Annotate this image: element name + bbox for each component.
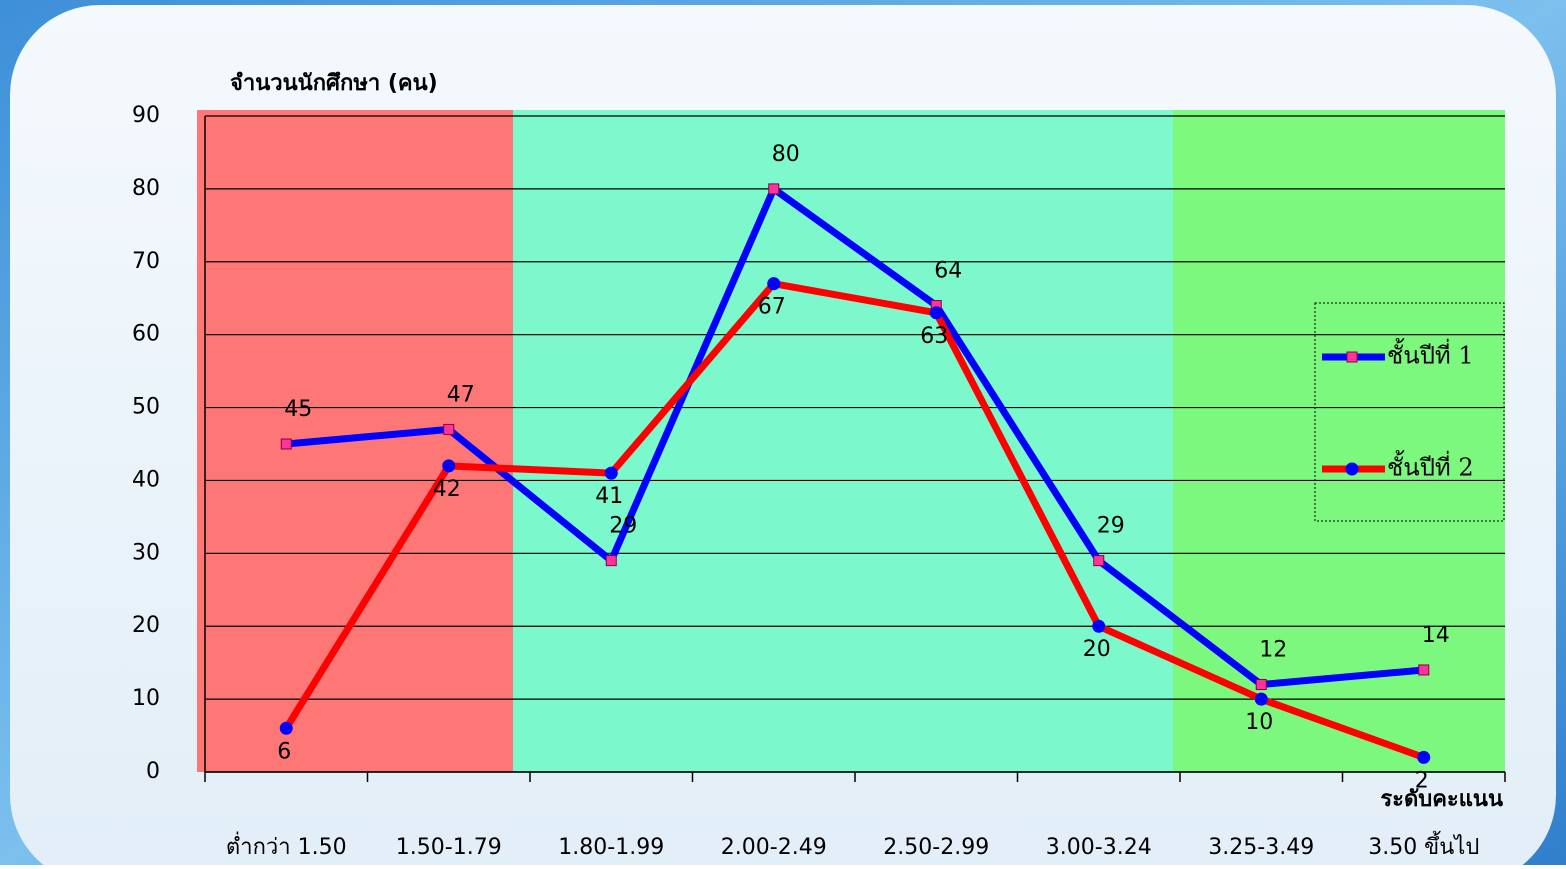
y-tick-label: 20 — [132, 613, 160, 638]
x-tick-label: 3.50 ขึ้นไป — [1368, 831, 1479, 860]
x-tick-label: 1.80-1.99 — [558, 835, 664, 860]
legend-marker — [1346, 351, 1358, 363]
x-tick-label: 1.50-1.79 — [396, 835, 502, 860]
data-label: 64 — [934, 259, 962, 284]
point — [1255, 679, 1267, 691]
data-label: 80 — [772, 142, 800, 167]
point — [929, 306, 943, 320]
series-line — [285, 185, 1425, 689]
x-axis-title: ระดับคะแนน — [1380, 787, 1503, 812]
data-label: 67 — [758, 295, 786, 320]
point — [1418, 664, 1430, 676]
x-tick-label: 2.00-2.49 — [721, 835, 827, 860]
x-tick-label: ต่ำกว่า 1.50 — [226, 831, 347, 860]
legend-label: ชั้นปีที่ 2 — [1387, 450, 1474, 482]
point — [1093, 555, 1105, 567]
point — [443, 423, 455, 435]
point — [768, 183, 780, 195]
point — [604, 466, 618, 480]
y-tick-label: 0 — [146, 759, 160, 784]
y-tick-label: 30 — [132, 540, 160, 565]
point — [1092, 619, 1106, 633]
y-tick-label: 70 — [132, 249, 160, 274]
data-label: 45 — [284, 397, 312, 422]
y-tick-label: 10 — [132, 686, 160, 711]
zone-mid — [513, 110, 1173, 772]
zone-high — [1173, 110, 1505, 772]
point — [1417, 750, 1431, 764]
legend-box — [1314, 302, 1505, 522]
legend-marker — [1345, 462, 1359, 476]
data-label: 42 — [433, 477, 461, 502]
data-label: 10 — [1245, 710, 1273, 735]
data-label: 6 — [277, 739, 291, 764]
point — [442, 459, 456, 473]
data-label: 2 — [1415, 768, 1429, 793]
y-tick-label: 40 — [132, 467, 160, 492]
data-label: 47 — [447, 382, 475, 407]
x-tick-label: 3.00-3.24 — [1046, 835, 1152, 860]
x-tick-label: 2.50-2.99 — [883, 835, 989, 860]
point — [605, 555, 617, 567]
y-tick-label: 50 — [132, 395, 160, 420]
data-label: 41 — [595, 484, 623, 509]
data-label: 29 — [1097, 514, 1125, 539]
legend-label: ชั้นปีที่ 1 — [1387, 338, 1474, 370]
point — [1254, 692, 1268, 706]
data-label: 20 — [1083, 637, 1111, 662]
y-axis-title: จำนวนนักศึกษา (คน) — [230, 71, 438, 96]
grid — [205, 115, 1505, 773]
y-tick-label: 90 — [132, 103, 160, 128]
y-tick-label: 80 — [132, 176, 160, 201]
data-label: 12 — [1259, 638, 1287, 663]
point — [767, 277, 781, 291]
y-tick-label: 60 — [132, 322, 160, 347]
x-tick-label: 3.25-3.49 — [1208, 835, 1314, 860]
data-label: 63 — [920, 324, 948, 349]
point — [280, 438, 292, 450]
data-label: 14 — [1422, 623, 1450, 648]
point — [279, 721, 293, 735]
series-line — [283, 280, 1425, 761]
data-label: 29 — [609, 514, 637, 539]
